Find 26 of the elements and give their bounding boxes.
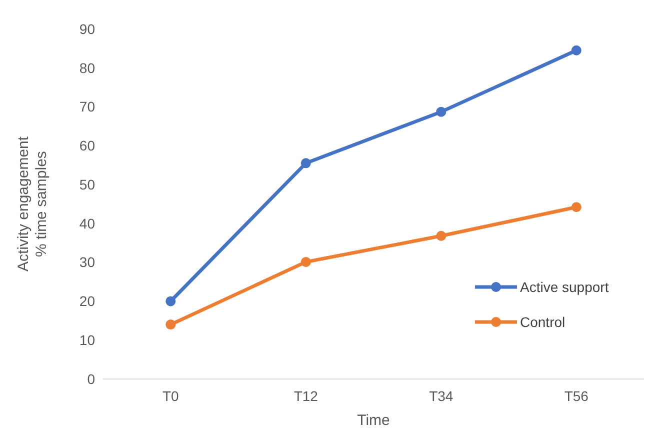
legend-label: Control bbox=[520, 314, 566, 330]
y-tick-label: 80 bbox=[79, 60, 96, 76]
point bbox=[571, 45, 582, 56]
y-tick-label: 20 bbox=[79, 293, 96, 310]
point bbox=[571, 202, 582, 212]
y-axis-title: Activity engagement % time samples bbox=[15, 136, 50, 272]
x-axis-title: Time bbox=[357, 412, 390, 429]
x-tick-label: T12 bbox=[294, 388, 318, 404]
y-tick-label: 70 bbox=[79, 98, 96, 115]
x-tick-label: T0 bbox=[162, 388, 180, 404]
point bbox=[300, 256, 311, 267]
point bbox=[436, 106, 446, 117]
y-tick-label: 60 bbox=[79, 138, 96, 154]
x-tick-label: T56 bbox=[564, 388, 589, 404]
point bbox=[436, 230, 446, 241]
point bbox=[300, 158, 311, 168]
x-tick-label: T34 bbox=[429, 388, 454, 404]
legend-label: Active support bbox=[520, 278, 609, 295]
y-tick-label: 30 bbox=[79, 254, 96, 270]
point bbox=[166, 320, 176, 330]
y-tick-label: 90 bbox=[79, 20, 96, 37]
y-tick-label: 10 bbox=[79, 332, 96, 348]
y-tick-label: 0 bbox=[87, 370, 96, 387]
point bbox=[166, 296, 176, 306]
y-tick-label: 40 bbox=[79, 215, 96, 232]
y-tick-label: 50 bbox=[79, 176, 96, 192]
